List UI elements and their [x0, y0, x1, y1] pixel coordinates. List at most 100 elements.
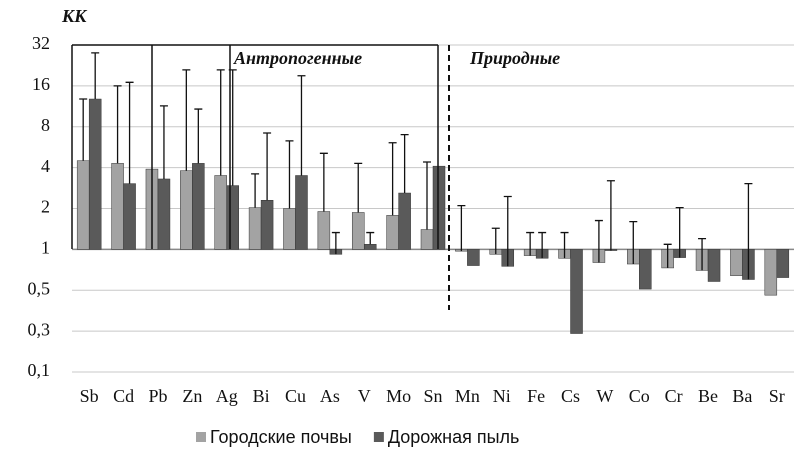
bar — [88, 98, 102, 250]
bar — [764, 249, 778, 296]
x-tick-label: W — [596, 386, 613, 406]
bar — [214, 175, 227, 250]
error-bar — [744, 182, 753, 280]
error-bar — [182, 69, 191, 171]
y-tick-label: 4 — [41, 156, 50, 176]
bar — [639, 249, 652, 290]
bar — [295, 175, 308, 250]
bar — [386, 215, 399, 250]
error-bar — [354, 162, 363, 213]
error-bar — [526, 231, 535, 256]
y-tick-label: 1 — [41, 238, 50, 258]
error-bar — [663, 243, 672, 268]
bar — [157, 178, 171, 250]
error-bar — [79, 98, 88, 161]
x-tick-label: Cu — [285, 386, 306, 406]
error-bar — [366, 231, 375, 245]
y-tick-label: 0,5 — [28, 278, 51, 298]
bar — [192, 163, 205, 250]
y-tick-label: 2 — [41, 197, 50, 217]
bar — [363, 244, 377, 250]
error-bar — [503, 195, 512, 267]
bar — [123, 183, 136, 250]
y-tick-label: 32 — [32, 33, 50, 53]
error-bar — [423, 161, 431, 230]
y-tick-label: 8 — [41, 115, 50, 135]
annotation: Природные — [469, 48, 560, 68]
error-bar — [263, 132, 272, 201]
y-tick-label: 0,3 — [28, 319, 51, 339]
x-tick-label: Zn — [182, 386, 202, 406]
error-bar — [400, 133, 409, 194]
bar — [317, 211, 331, 250]
bar — [180, 170, 193, 250]
error-bar — [594, 219, 603, 263]
error-bar — [457, 204, 466, 252]
x-tick-label: Mn — [455, 386, 480, 406]
x-tick-label: Cs — [561, 386, 580, 406]
bar — [420, 229, 434, 250]
bar — [76, 160, 90, 250]
error-bar — [251, 173, 260, 208]
error-bar — [538, 231, 547, 259]
x-tick-label: Ni — [493, 386, 511, 406]
bar — [248, 207, 262, 250]
error-bar — [319, 152, 328, 212]
bar — [111, 163, 124, 250]
error-bar — [285, 140, 294, 209]
error-bar — [560, 231, 569, 259]
x-tick-label: Ag — [216, 386, 238, 406]
error-bar — [297, 75, 306, 176]
x-tick-label: Sr — [769, 386, 785, 406]
bar — [226, 185, 239, 250]
bar — [467, 249, 480, 266]
x-tick-label: Fe — [527, 386, 545, 406]
error-bar — [159, 105, 168, 179]
group-frames — [71, 44, 450, 310]
x-tick-label: V — [358, 386, 371, 406]
bar — [398, 192, 411, 250]
bar — [432, 165, 446, 250]
legend-swatch — [373, 432, 384, 442]
x-tick-label: Co — [629, 386, 650, 406]
annotation: Антропогенные — [233, 48, 362, 68]
x-tick-label: Sb — [80, 386, 99, 406]
bar — [707, 249, 721, 282]
x-tick-label: Bi — [253, 386, 270, 406]
error-bar — [194, 108, 203, 164]
y-tick-label: 16 — [32, 74, 50, 94]
error-bar — [331, 231, 340, 255]
error-bar — [216, 69, 225, 176]
x-tick-label: As — [320, 386, 340, 406]
bar — [260, 200, 274, 250]
legend-label: Дорожная пыль — [388, 427, 520, 447]
error-bar — [125, 81, 134, 184]
error-bar — [388, 142, 397, 216]
error-bar — [629, 221, 638, 265]
bar — [351, 212, 365, 250]
legend-label: Городские почвы — [210, 427, 352, 447]
y-axis-title: КК — [61, 6, 88, 26]
x-tick-label: Cd — [113, 386, 134, 406]
bar — [730, 249, 743, 276]
x-tick-label: Be — [698, 386, 718, 406]
bar — [570, 249, 583, 334]
error-bar — [491, 227, 500, 255]
error-bar — [113, 85, 122, 164]
x-tick-label: Ba — [732, 386, 752, 406]
error-bar — [675, 206, 684, 258]
y-tick-label: 0,1 — [28, 360, 51, 380]
bar — [776, 249, 790, 278]
error-bar — [91, 52, 100, 100]
error-bar — [698, 237, 707, 271]
x-tick-label: Pb — [148, 386, 167, 406]
x-tick-label: Cr — [665, 386, 683, 406]
error-bar — [606, 180, 615, 251]
bars — [76, 52, 790, 334]
legend-swatch — [196, 432, 206, 442]
legend: Городские почвы Дорожная пыль — [196, 427, 519, 447]
bar — [283, 208, 296, 250]
x-tick-label: Sn — [423, 386, 442, 406]
x-tick-label: Mo — [386, 386, 411, 406]
